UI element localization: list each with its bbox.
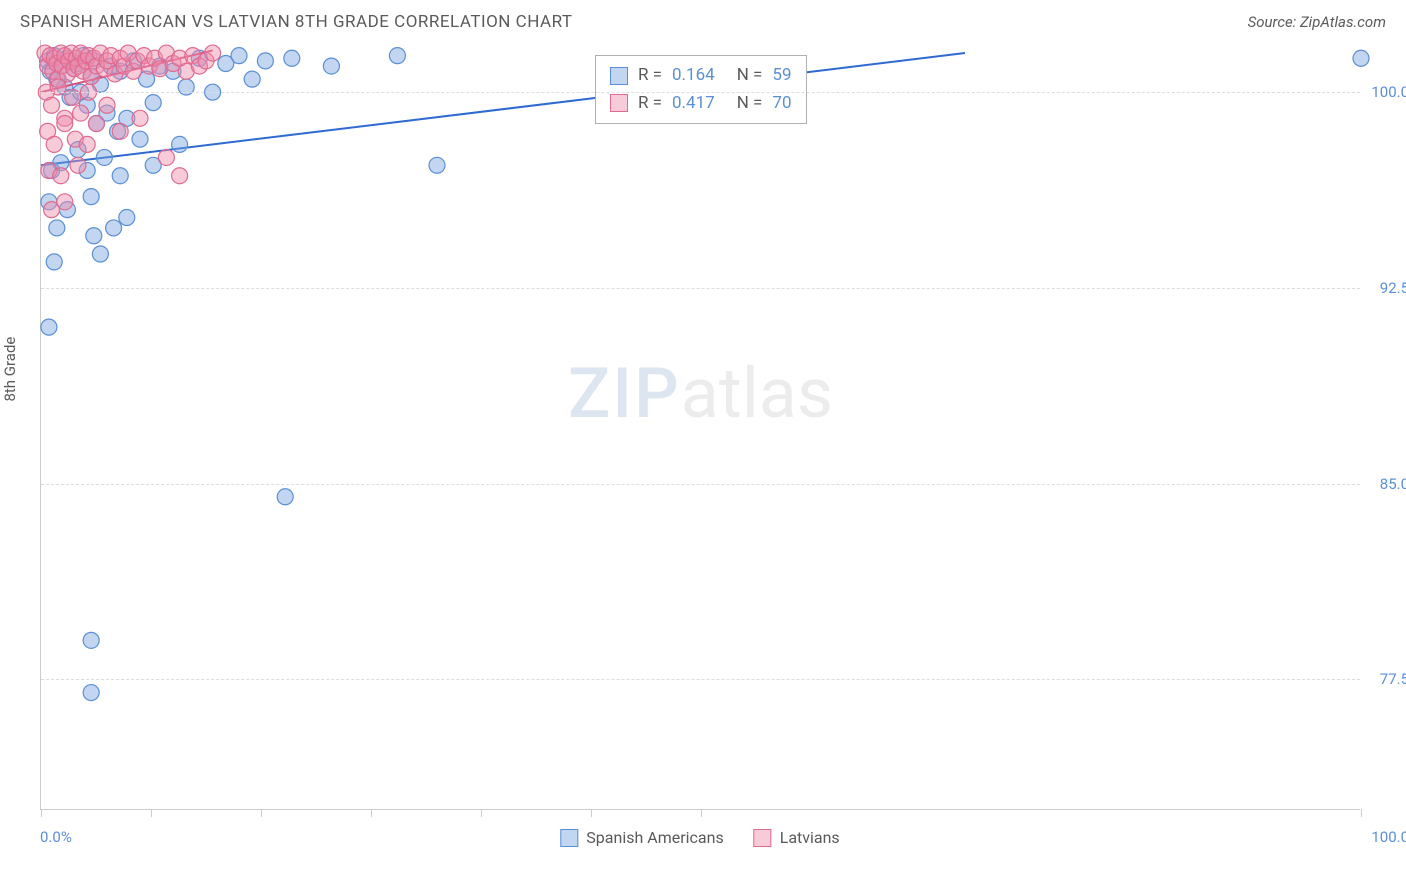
gridline-h [41, 484, 1360, 485]
data-point [112, 123, 128, 139]
y-axis-label: 8th Grade [1, 337, 19, 402]
plot-area: ZIPatlas R =0.164N =59R =0.417N =70 100.… [40, 40, 1360, 810]
data-point [83, 685, 99, 701]
data-point [277, 489, 293, 505]
data-point [46, 136, 62, 152]
n-label: N = [737, 90, 763, 117]
data-point [429, 157, 445, 173]
x-tick [151, 809, 152, 817]
header: SPANISH AMERICAN VS LATVIAN 8TH GRADE CO… [0, 0, 1406, 40]
data-point [389, 48, 405, 64]
data-point [57, 194, 73, 210]
data-point [83, 189, 99, 205]
data-point [41, 319, 57, 335]
x-axis-min-label: 0.0% [40, 828, 72, 846]
legend-swatch [610, 67, 628, 85]
n-value: 59 [772, 62, 791, 89]
x-axis: 0.0% Spanish AmericansLatvians 100.0% [40, 828, 1360, 848]
x-tick [41, 809, 42, 817]
data-point [119, 209, 135, 225]
data-point [86, 228, 102, 244]
data-point [44, 97, 60, 113]
scatter-plot-svg [41, 40, 1360, 809]
x-axis-max-label: 100.0% [1371, 828, 1406, 846]
correlation-stat-row: R = 0.164 N = 59 [610, 62, 792, 89]
r-value: 0.417 [672, 90, 715, 117]
data-point [132, 131, 148, 147]
legend-item: Latvians [754, 828, 840, 847]
data-point [88, 116, 104, 132]
data-point [57, 116, 73, 132]
data-point [1353, 50, 1369, 66]
data-point [244, 71, 260, 87]
legend-swatch [560, 829, 578, 847]
x-tick [371, 809, 372, 817]
gridline-h [41, 679, 1360, 680]
n-value: 70 [772, 90, 791, 117]
n-label: N = [737, 62, 763, 89]
x-tick [701, 809, 702, 817]
data-point [112, 168, 128, 184]
source-attribution: Source: ZipAtlas.com [1248, 13, 1386, 31]
data-point [132, 110, 148, 126]
data-point [99, 97, 115, 113]
legend-swatch [754, 829, 772, 847]
data-point [323, 58, 339, 74]
y-tick-label: 85.0% [1380, 475, 1406, 493]
data-point [106, 220, 122, 236]
legend-item: Spanish Americans [560, 828, 723, 847]
data-point [70, 157, 86, 173]
data-point [158, 149, 174, 165]
data-point [92, 246, 108, 262]
data-point [172, 136, 188, 152]
correlation-stat-row: R = 0.417 N = 70 [610, 90, 792, 117]
x-tick [481, 809, 482, 817]
data-point [284, 50, 300, 66]
gridline-h [41, 288, 1360, 289]
chart-title: SPANISH AMERICAN VS LATVIAN 8TH GRADE CO… [20, 12, 573, 32]
data-point [79, 136, 95, 152]
r-label: R = [638, 62, 662, 89]
r-label: R = [638, 90, 662, 117]
x-tick [591, 809, 592, 817]
data-point [73, 105, 89, 121]
y-tick-label: 77.5% [1380, 670, 1406, 688]
data-point [83, 632, 99, 648]
gridline-h [41, 92, 1360, 93]
data-point [145, 95, 161, 111]
data-point [53, 168, 69, 184]
data-point [46, 254, 62, 270]
data-point [257, 53, 273, 69]
y-tick-label: 100.0% [1371, 83, 1406, 101]
data-point [231, 48, 247, 64]
data-point [49, 220, 65, 236]
chart-container: 8th Grade ZIPatlas R =0.164N =59R =0.417… [40, 40, 1386, 810]
x-tick [261, 809, 262, 817]
r-value: 0.164 [672, 62, 715, 89]
data-point [172, 168, 188, 184]
x-tick [1361, 809, 1362, 817]
series-legend: Spanish Americans Latvians [560, 828, 839, 847]
data-point [96, 149, 112, 165]
correlation-legend: R = 0.164 N = 59 R = 0.417 N = 70 [595, 55, 807, 123]
data-point [205, 45, 221, 61]
legend-label: Latvians [780, 828, 840, 847]
legend-label: Spanish Americans [586, 828, 723, 847]
legend-swatch [610, 94, 628, 112]
y-tick-label: 92.5% [1380, 279, 1406, 297]
